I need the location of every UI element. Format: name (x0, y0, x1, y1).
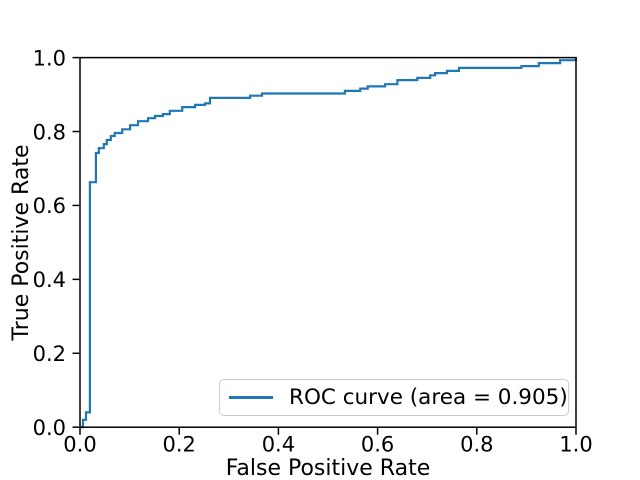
plot-area (79, 56, 577, 428)
x-axis-label: False Positive Rate (226, 456, 430, 480)
curve-layer (80, 57, 578, 429)
y-tick-label: 0.8 (33, 120, 66, 144)
x-tick-label: 0.4 (262, 433, 295, 457)
y-tick-label: 1.0 (33, 46, 66, 70)
y-tick-label: 0.2 (33, 342, 66, 366)
legend: ROC curve (area = 0.905) (219, 379, 569, 416)
y-tick-label: 0.0 (33, 416, 66, 440)
y-tick-label: 0.6 (33, 194, 66, 218)
legend-label: ROC curve (area = 0.905) (289, 384, 568, 410)
legend-line-swatch (229, 396, 273, 399)
x-tick-label: 0.6 (361, 433, 394, 457)
tick-layer: 0.0 0.2 0.4 0.6 0.8 1.0 0.0 0.2 0.4 0.6 0.8 1.0 (33, 46, 593, 456)
x-tick-label: 1.0 (559, 433, 592, 457)
roc-curve-line (80, 57, 578, 429)
y-tick-label: 0.4 (33, 268, 66, 292)
x-tick-label: 0.8 (460, 433, 493, 457)
x-tick-label: 0.2 (162, 433, 195, 457)
y-axis-label: True Positive Rate (9, 145, 34, 342)
x-tick-label: 0.0 (63, 433, 96, 457)
